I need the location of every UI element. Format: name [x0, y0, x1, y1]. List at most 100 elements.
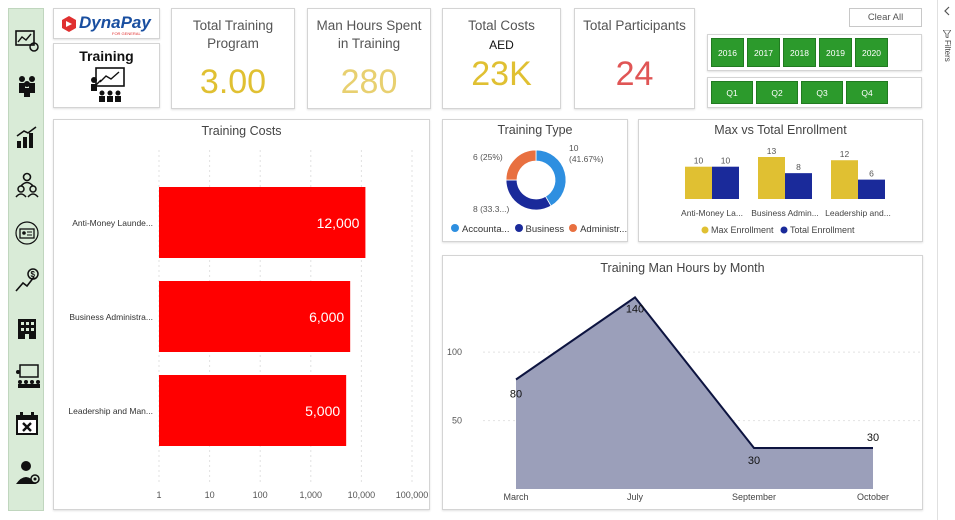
x-tick-label: 1,000	[300, 490, 323, 500]
bar[interactable]	[685, 166, 712, 199]
year-button-2019[interactable]: 2019	[819, 38, 852, 67]
legend-dot	[780, 226, 788, 234]
category-label: Business Administra...	[69, 312, 153, 322]
quarter-slicer: Q1 Q2 Q3 Q4	[707, 77, 922, 108]
bar[interactable]	[159, 375, 347, 446]
x-tick-label: 10	[205, 490, 215, 500]
bar-value-label: 12,000	[317, 215, 360, 231]
bar-value-label: 6	[869, 169, 874, 179]
legend-item[interactable]: Administr...	[569, 224, 627, 235]
x-tick-label: 1	[156, 490, 161, 500]
nav-item-growth-chart[interactable]	[13, 124, 41, 152]
collapse-chevron-icon[interactable]	[942, 6, 952, 16]
training-type-chart: Training Type 10 (41.67%) 8 (33.3...) 6 (25…	[442, 119, 628, 242]
nav-item-employee-settings[interactable]	[13, 458, 41, 486]
id-card-icon	[15, 221, 39, 245]
year-button-2018[interactable]: 2018	[783, 38, 816, 67]
x-tick-label: March	[503, 492, 528, 502]
nav-item-people-group[interactable]	[13, 72, 41, 100]
chart-title: Max vs Total Enrollment	[714, 123, 847, 137]
filters-label: Filters	[943, 40, 952, 62]
bar-value-label: 10	[694, 156, 704, 166]
bar[interactable]	[712, 166, 739, 199]
chart-title: Training Man Hours by Month	[600, 261, 765, 275]
bar[interactable]	[785, 173, 812, 199]
x-tick-label: September	[732, 492, 776, 502]
legend-label: Administr...	[580, 224, 628, 235]
y-tick-label: 50	[452, 416, 462, 426]
quarter-button-q4[interactable]: Q4	[846, 81, 888, 104]
legend-label: Max Enrollment	[711, 225, 774, 235]
area-fill	[516, 297, 873, 489]
quarter-button-q1[interactable]: Q1	[711, 81, 753, 104]
donut-slice[interactable]	[535, 149, 567, 207]
slice-label: (41.67%)	[569, 154, 604, 164]
training-costs-chart: Training Costs 1 10 100 1,000 10,000 100,000 1…	[53, 119, 430, 510]
kpi-title: Total Costs	[468, 18, 535, 33]
enrollment-chart: Max vs Total Enrollment 10 10 Anti-Money L…	[638, 119, 923, 242]
legend-dot	[569, 224, 578, 232]
legend-item[interactable]: Business	[514, 224, 564, 235]
category-label: Anti-Money La...	[681, 208, 743, 218]
y-tick-label: 100	[447, 347, 462, 357]
legend-dot	[701, 226, 709, 234]
logo-text: DynaPay	[79, 13, 151, 32]
year-button-2020[interactable]: 2020	[855, 38, 888, 67]
bar-value-label: 13	[767, 146, 777, 156]
bar[interactable]	[758, 157, 785, 199]
bar[interactable]	[159, 187, 366, 258]
quarter-button-q2[interactable]: Q2	[756, 81, 798, 104]
year-button-2017[interactable]: 2017	[747, 38, 780, 67]
team-icon	[15, 172, 39, 198]
x-tick-label: 100	[253, 490, 268, 500]
category-label: Leadership and Man...	[68, 406, 153, 416]
employee-settings-icon	[16, 461, 40, 484]
legend-label: Accounta...	[462, 224, 510, 235]
filters-pane[interactable]: Filters	[937, 0, 955, 520]
nav-item-training-board[interactable]	[13, 362, 41, 390]
quarter-button-q3[interactable]: Q3	[801, 81, 843, 104]
dynapay-logo-icon	[62, 16, 76, 32]
nav-item-building[interactable]	[13, 314, 41, 342]
point-value-label: 30	[748, 455, 760, 467]
kpi-total-training: Total Training Program 3.00	[171, 8, 295, 109]
donut-slice[interactable]	[505, 179, 552, 211]
x-tick-label: October	[857, 492, 889, 502]
x-tick-label: 10,000	[348, 490, 376, 500]
calendar-cancel-icon	[16, 412, 38, 435]
bar[interactable]	[831, 160, 858, 199]
nav-item-calendar-cancel[interactable]	[13, 410, 41, 438]
money-growth-icon: $	[15, 268, 39, 292]
bar[interactable]	[159, 281, 351, 352]
training-board-icon	[91, 67, 125, 102]
point-value-label: 140	[626, 303, 644, 315]
legend-item[interactable]: Accounta...	[451, 224, 510, 235]
chart-title: Training Costs	[201, 124, 282, 138]
training-type-plot: 10(41.67%) 8 (33.3...) 6 (25%)	[473, 143, 604, 214]
clear-all-button[interactable]: Clear All	[849, 8, 922, 27]
bar-value-label: 10	[721, 156, 731, 166]
nav-item-team[interactable]	[13, 171, 41, 199]
nav-item-id-card[interactable]	[13, 219, 41, 247]
kpi-title: Man Hours Spent in Training	[316, 18, 422, 51]
donut-slice[interactable]	[505, 149, 537, 181]
nav-item-money-growth[interactable]: $	[13, 267, 41, 295]
kpi-value: 3.00	[199, 63, 267, 101]
nav-item-dashboard[interactable]	[13, 26, 41, 54]
training-costs-plot: 1 10 100 1,000 10,000 100,000 12,000 Anti-Money…	[68, 150, 428, 500]
year-button-2016[interactable]: 2016	[711, 38, 744, 67]
kpi-currency: AED	[489, 38, 514, 52]
kpi-value: 23K	[471, 55, 532, 93]
svg-text:$: $	[31, 270, 36, 279]
kpi-participants: Total Participants 24	[574, 8, 695, 109]
x-tick-label: July	[627, 492, 644, 502]
bar-value-label: 12	[840, 149, 850, 159]
slice-label: 10	[569, 143, 579, 153]
bar[interactable]	[858, 179, 885, 199]
slice-label: 6 (25%)	[473, 152, 503, 162]
man-hours-plot: 50 100 80 March 140 July 30 September 30 October	[447, 296, 921, 502]
bar-value-label: 6,000	[309, 309, 344, 325]
kpi-man-hours: Man Hours Spent in Training 280	[307, 8, 431, 109]
filter-funnel-icon	[943, 30, 951, 38]
enrollment-plot: 10 10 Anti-Money La... 13 8 Business Admin...…	[681, 146, 891, 235]
